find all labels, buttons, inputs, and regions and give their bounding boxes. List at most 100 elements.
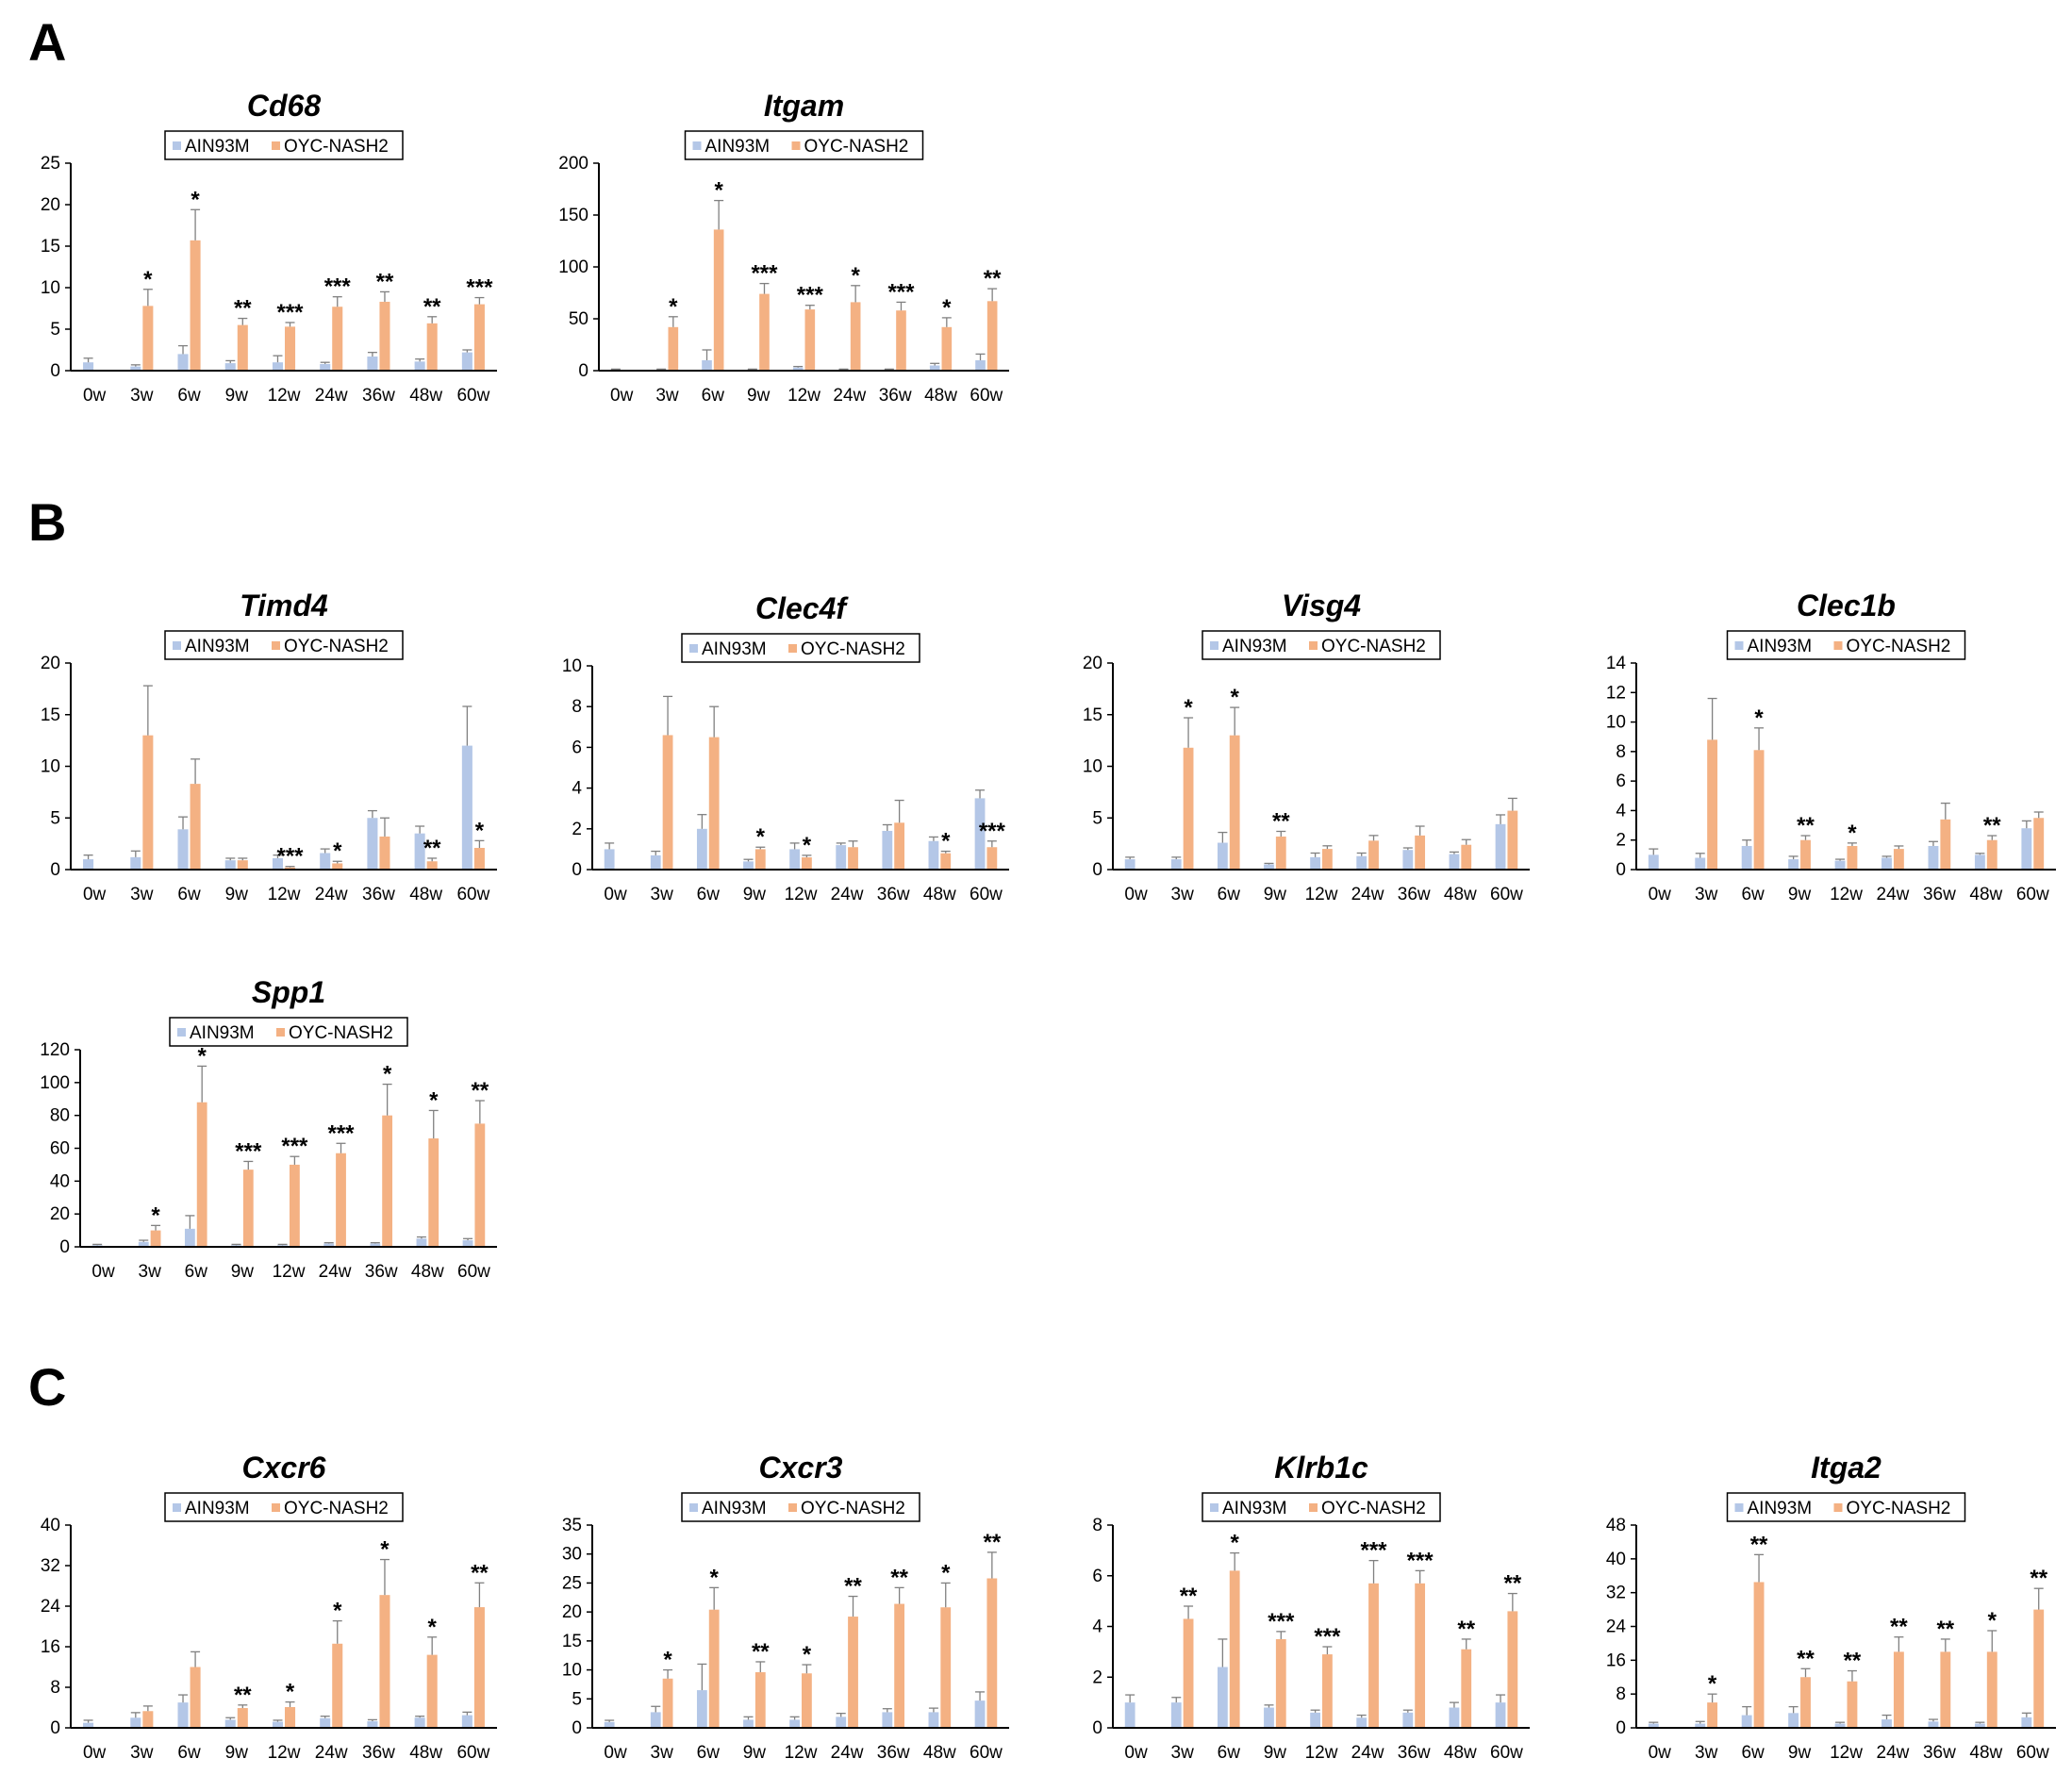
x-tick-label: 3w: [1695, 885, 1718, 904]
bar-ain93m: [1881, 857, 1892, 870]
y-tick-label: 100: [558, 257, 588, 277]
x-tick-label: 36w: [362, 1743, 395, 1763]
x-tick-label: 48w: [923, 885, 956, 904]
x-tick-label: 12w: [1305, 1743, 1338, 1763]
chart-title: Cxcr3: [759, 1451, 843, 1485]
x-tick-label: 12w: [268, 1743, 301, 1763]
bar-ain93m: [320, 1717, 331, 1728]
significance-marker: **: [1457, 1617, 1475, 1642]
y-tick-label: 24: [41, 1597, 61, 1617]
bar-oyc-nash2: [1986, 1651, 1997, 1728]
legend-swatch-oyc-nash2: [272, 1503, 280, 1512]
x-tick-label: 3w: [1171, 885, 1195, 904]
x-tick-label: 12w: [268, 386, 301, 406]
x-tick-label: 9w: [1264, 1743, 1287, 1763]
significance-marker: ***: [1407, 1548, 1434, 1573]
y-tick-label: 10: [1083, 757, 1102, 777]
legend-swatch-oyc-nash2: [1309, 641, 1318, 650]
bar-ain93m: [1264, 1707, 1274, 1728]
y-tick-label: 60: [50, 1139, 70, 1159]
x-tick-label: 12w: [273, 1262, 306, 1282]
bar-ain93m: [928, 1712, 939, 1728]
significance-marker: *: [333, 838, 342, 864]
x-tick-label: 36w: [877, 1743, 910, 1763]
bar-ain93m: [1264, 864, 1274, 870]
y-tick-label: 120: [40, 1040, 70, 1060]
x-tick-label: 24w: [315, 1743, 348, 1763]
legend-label-oyc-nash2: OYC-NASH2: [1847, 637, 1951, 656]
bar-ain93m: [1495, 1702, 1506, 1728]
legend-label-oyc-nash2: OYC-NASH2: [1847, 1499, 1951, 1518]
significance-marker: ***: [327, 1120, 355, 1146]
significance-marker: *: [1754, 705, 1764, 731]
bar-ain93m: [461, 352, 472, 371]
x-tick-label: 3w: [651, 1743, 674, 1763]
significance-marker: ***: [1314, 1624, 1341, 1650]
significance-marker: *: [941, 829, 951, 854]
significance-marker: **: [752, 1639, 770, 1665]
bar-ain93m: [1741, 845, 1752, 870]
x-tick-label: 3w: [1171, 1743, 1195, 1763]
bar-oyc-nash2: [986, 847, 998, 870]
legend-swatch-ain93m: [173, 141, 181, 150]
x-tick-label: 0w: [1649, 885, 1672, 904]
legend-swatch-ain93m: [173, 1503, 181, 1512]
bar-ain93m: [604, 1721, 615, 1728]
x-tick-label: 36w: [879, 386, 912, 406]
significance-marker: *: [380, 1537, 390, 1563]
y-tick-label: 150: [558, 206, 588, 225]
bar-ain93m: [272, 362, 283, 371]
y-tick-label: 40: [41, 1516, 60, 1535]
significance-marker: *: [803, 1642, 812, 1667]
y-tick-label: 10: [41, 278, 60, 298]
bar-ain93m: [462, 1240, 473, 1247]
y-tick-label: 0: [50, 860, 60, 880]
bar-oyc-nash2: [190, 784, 201, 870]
bar-ain93m: [1881, 1719, 1892, 1728]
significance-marker: **: [1844, 1649, 1862, 1674]
bar-oyc-nash2: [428, 1138, 439, 1247]
bar-oyc-nash2: [668, 326, 679, 371]
x-tick-label: 36w: [1398, 885, 1431, 904]
legend-swatch-oyc-nash2: [276, 1028, 285, 1037]
y-tick-label: 16: [41, 1637, 60, 1657]
bar-ain93m: [650, 1712, 661, 1728]
x-tick-label: 6w: [697, 1743, 721, 1763]
bar-oyc-nash2: [379, 1595, 390, 1728]
x-tick-label: 60w: [970, 885, 1003, 904]
bar-oyc-nash2: [894, 822, 905, 870]
legend-label-ain93m: AIN93M: [185, 137, 250, 157]
bar-ain93m: [461, 1715, 472, 1728]
chart-title: Timd4: [240, 589, 328, 622]
bar-oyc-nash2: [1507, 1611, 1518, 1728]
y-tick-label: 20: [1083, 654, 1102, 673]
chart-title: Clec1b: [1797, 589, 1896, 622]
significance-marker: **: [984, 1530, 1002, 1555]
x-tick-label: 6w: [1741, 885, 1765, 904]
x-tick-label: 6w: [1741, 1743, 1765, 1763]
x-tick-label: 48w: [924, 386, 957, 406]
legend-box: [684, 130, 924, 160]
legend-box: [169, 1017, 408, 1047]
bar-oyc-nash2: [1322, 849, 1333, 870]
bar-oyc-nash2: [848, 1617, 858, 1728]
y-tick-label: 35: [562, 1516, 582, 1535]
bar-ain93m: [83, 859, 94, 870]
y-tick-label: 4: [1092, 1617, 1102, 1637]
y-tick-label: 8: [1616, 742, 1626, 762]
x-tick-label: 6w: [177, 386, 201, 406]
y-tick-label: 14: [1606, 654, 1627, 673]
y-tick-label: 2: [572, 820, 582, 839]
bar-oyc-nash2: [940, 853, 952, 870]
y-tick-label: 2: [1616, 831, 1626, 851]
bar-oyc-nash2: [662, 1678, 673, 1728]
x-tick-label: 24w: [319, 1262, 352, 1282]
x-tick-label: 0w: [1124, 1743, 1148, 1763]
significance-marker: *: [1988, 1608, 1997, 1634]
bar-ain93m: [83, 1722, 94, 1728]
legend-label-ain93m: AIN93M: [702, 639, 767, 659]
x-tick-label: 9w: [225, 386, 249, 406]
chart-itga2: Itga2 AIN93M OYC-NASH2 0 8 16 24 32 40 48 0w * 3w ** 6…: [1606, 1451, 2056, 1763]
bar-oyc-nash2: [1940, 819, 1951, 870]
